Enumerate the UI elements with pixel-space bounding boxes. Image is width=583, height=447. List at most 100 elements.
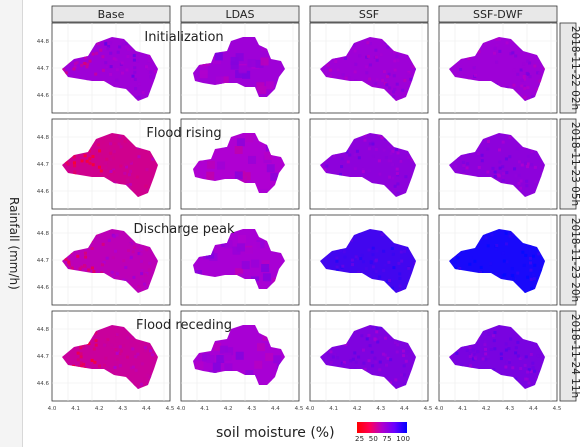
- moisture-cell: [486, 355, 490, 359]
- moisture-cell: [391, 163, 395, 167]
- moisture-cell: [398, 289, 402, 293]
- moisture-cell: [455, 351, 459, 355]
- moisture-cell: [105, 157, 109, 161]
- moisture-cell: [505, 86, 509, 90]
- moisture-cell: [224, 363, 233, 372]
- moisture-cell: [390, 246, 394, 250]
- moisture-cell: [486, 147, 490, 151]
- moisture-cell: [88, 157, 92, 161]
- moisture-cell: [491, 334, 495, 338]
- moisture-cell: [516, 354, 520, 358]
- moisture-cell: [147, 268, 151, 272]
- moisture-cell: [98, 149, 102, 153]
- moisture-cell: [346, 160, 350, 164]
- moisture-cell: [502, 172, 506, 176]
- moisture-cell: [468, 352, 472, 356]
- moisture-cell: [326, 63, 330, 67]
- catchment-shape: [320, 325, 416, 389]
- column-strip: [309, 5, 429, 23]
- moisture-cell: [213, 342, 222, 351]
- moisture-cell: [407, 156, 411, 160]
- moisture-cell: [85, 65, 89, 69]
- moisture-cell: [528, 61, 532, 65]
- column-label: Base: [98, 8, 125, 21]
- moisture-cell: [387, 72, 391, 76]
- moisture-cell: [373, 337, 377, 341]
- moisture-cell: [370, 350, 374, 354]
- x-tick-label: 4.0: [306, 406, 315, 412]
- moisture-cell: [536, 71, 540, 75]
- moisture-cell: [505, 41, 509, 45]
- moisture-cell: [137, 95, 141, 99]
- moisture-cell: [76, 358, 80, 362]
- moisture-cell: [371, 154, 375, 158]
- moisture-cell: [114, 249, 118, 253]
- moisture-cell: [526, 154, 530, 158]
- moisture-cell: [516, 340, 520, 344]
- moisture-cell: [398, 276, 402, 280]
- moisture-cell: [472, 353, 476, 357]
- moisture-cell: [526, 370, 530, 374]
- moisture-cell: [414, 67, 416, 71]
- moisture-cell: [374, 55, 378, 59]
- row-label: 2018-11-23 05h: [569, 122, 581, 206]
- moisture-cell: [105, 256, 109, 260]
- moisture-cell: [512, 232, 516, 236]
- moisture-cell: [259, 188, 268, 193]
- moisture-cell: [351, 357, 355, 361]
- moisture-cell: [381, 78, 385, 82]
- moisture-cell: [543, 66, 545, 70]
- moisture-cell: [511, 366, 515, 370]
- moisture-cell: [388, 175, 392, 179]
- moisture-cell: [514, 174, 518, 178]
- moisture-cell: [499, 352, 503, 356]
- row-strip: [559, 118, 577, 210]
- moisture-cell: [76, 254, 80, 258]
- catchment-map: [449, 133, 545, 197]
- moisture-cell: [489, 262, 493, 266]
- moisture-cell: [493, 170, 497, 174]
- moisture-cell: [140, 278, 144, 282]
- moisture-cell: [456, 256, 460, 260]
- moisture-cell: [384, 374, 388, 378]
- moisture-cell: [410, 158, 414, 162]
- moisture-cell: [454, 164, 458, 168]
- moisture-cell: [510, 236, 514, 240]
- moisture-cell: [395, 172, 399, 176]
- moisture-cell: [501, 177, 505, 181]
- catchment-shape: [449, 325, 545, 389]
- moisture-cell: [507, 347, 511, 351]
- moisture-cell: [402, 364, 406, 368]
- moisture-cell: [104, 61, 108, 65]
- moisture-cell: [525, 377, 529, 381]
- moisture-cell: [368, 77, 372, 81]
- moisture-cell: [355, 149, 359, 153]
- moisture-cell: [127, 173, 131, 177]
- moisture-cell: [358, 54, 362, 58]
- moisture-cell: [386, 279, 390, 283]
- moisture-cell: [532, 277, 536, 281]
- moisture-cell: [529, 268, 533, 272]
- moisture-cell: [365, 55, 369, 59]
- moisture-cell: [367, 248, 371, 252]
- moisture-cell: [521, 250, 525, 254]
- moisture-cell: [83, 154, 87, 158]
- moisture-cell: [468, 345, 472, 349]
- moisture-cell: [360, 270, 364, 274]
- moisture-cell: [99, 48, 103, 52]
- moisture-cell: [83, 61, 87, 65]
- moisture-cell: [62, 68, 66, 72]
- moisture-cell: [128, 160, 132, 164]
- moisture-cell: [471, 353, 475, 357]
- moisture-cell: [141, 90, 145, 94]
- moisture-cell: [375, 78, 379, 82]
- moisture-cell: [255, 59, 264, 68]
- moisture-cell: [128, 186, 132, 190]
- moisture-cell: [513, 167, 517, 171]
- moisture-cell: [146, 67, 150, 71]
- moisture-cell: [399, 177, 403, 181]
- moisture-cell: [483, 42, 487, 46]
- moisture-cell: [384, 137, 388, 141]
- moisture-cell: [403, 382, 407, 386]
- moisture-cell: [474, 341, 478, 345]
